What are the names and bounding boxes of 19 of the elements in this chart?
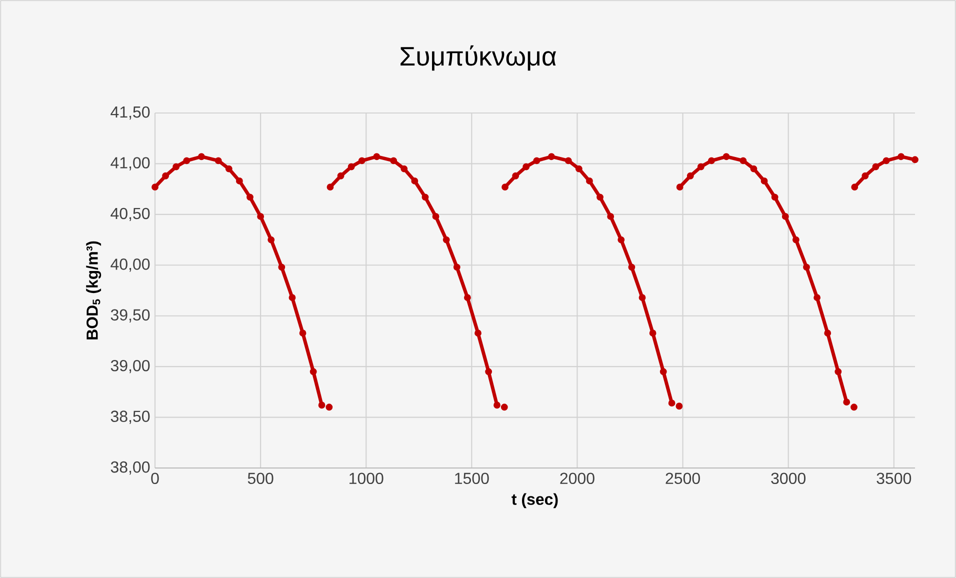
y-tick-label: 38,50 <box>110 410 150 424</box>
x-tick-label: 2500 <box>666 472 700 484</box>
y-tick-label: 41,50 <box>110 106 150 120</box>
x-tick-label: 500 <box>248 472 274 484</box>
y-tick-label: 40,00 <box>110 258 150 272</box>
x-tick-label: 2000 <box>560 472 594 484</box>
y-tick-label: 41,00 <box>110 157 150 170</box>
x-tick-label: 1000 <box>350 472 384 484</box>
x-tick-label: 3000 <box>771 472 806 484</box>
y-tick-label: 39,50 <box>110 309 150 322</box>
y-tick-label: 38,00 <box>110 461 150 475</box>
chart-title: Συμπύκνωμα <box>400 45 556 71</box>
y-tick-label: 39,00 <box>110 360 150 374</box>
x-tick-label: 1500 <box>455 472 489 484</box>
x-tick-label: 0 <box>151 472 159 484</box>
y-tick-label: 40,50 <box>110 208 150 222</box>
x-tick-label: 3500 <box>876 472 912 484</box>
y-axis-title: BOD$_{5}$ (kg/m³) <box>86 241 102 340</box>
x-axis-title: t (sec) <box>512 493 558 508</box>
